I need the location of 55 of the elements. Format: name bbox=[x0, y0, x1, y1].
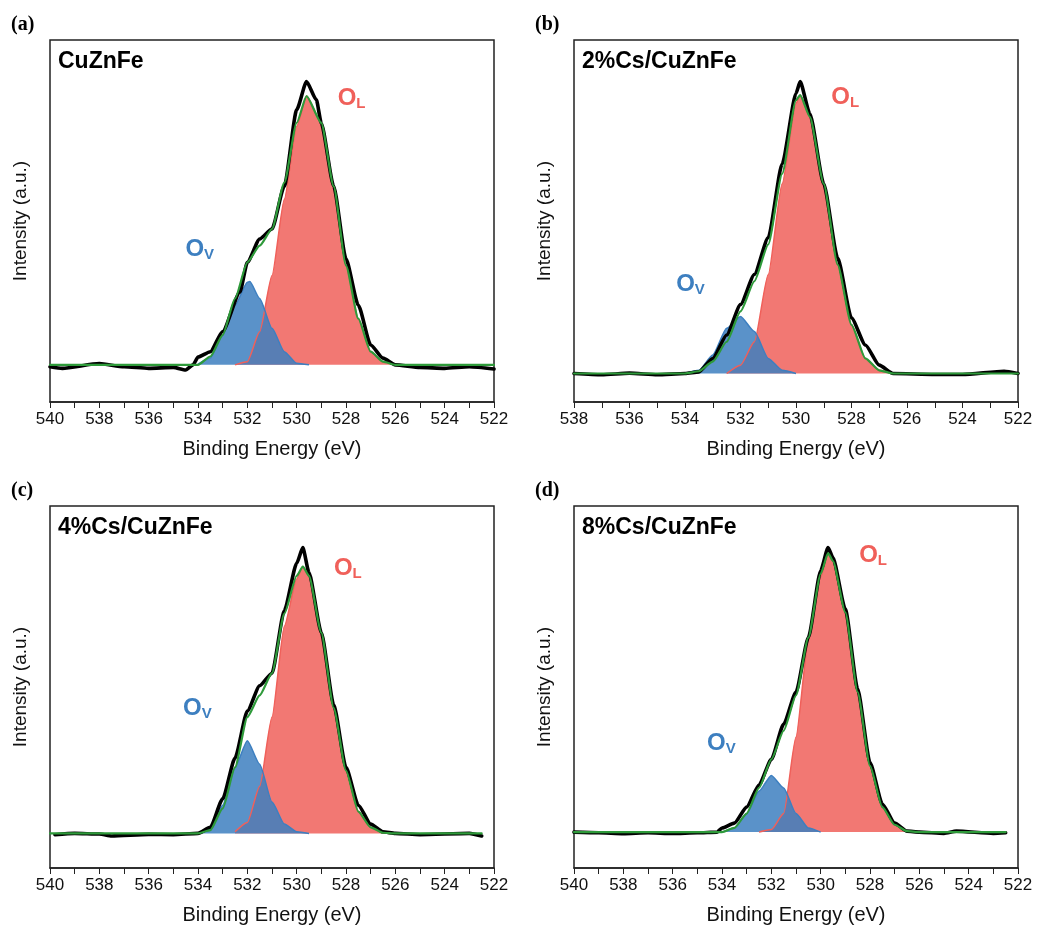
x-tick-label: 524 bbox=[430, 875, 459, 894]
x-tick-label: 526 bbox=[905, 875, 934, 894]
x-axis-title: Binding Energy (eV) bbox=[182, 437, 362, 459]
x-axis-title: Binding Energy (eV) bbox=[182, 903, 362, 925]
x-tick-label: 522 bbox=[479, 875, 509, 894]
x-tick-label: 530 bbox=[282, 409, 311, 428]
y-axis-title: Intensity (a.u.) bbox=[533, 160, 554, 282]
x-tick-label: 538 bbox=[85, 409, 114, 428]
x-axis-title: Binding Energy (eV) bbox=[706, 903, 886, 925]
x-tick-label: 540 bbox=[559, 875, 589, 894]
x-tick-label: 540 bbox=[35, 409, 65, 428]
text: 4%Cs/CuZnFe bbox=[58, 512, 213, 539]
text: 2%Cs/CuZnFe bbox=[582, 46, 737, 73]
x-tick-label: 536 bbox=[134, 409, 163, 428]
x-tick-label: 540 bbox=[35, 875, 65, 894]
x-tick-label: 532 bbox=[757, 875, 786, 894]
x-tick-label: 532 bbox=[233, 875, 262, 894]
x-tick-label: 524 bbox=[954, 875, 983, 894]
text: CuZnFe bbox=[58, 46, 144, 73]
chart-title: (d) bbox=[535, 478, 560, 501]
y-axis-title: Intensity (a.u.) bbox=[9, 160, 30, 282]
x-axis-title: Binding Energy (eV) bbox=[706, 437, 886, 459]
chart-title: (b) bbox=[535, 12, 560, 35]
x-tick-label: 528 bbox=[331, 409, 361, 428]
x-tick-label: 538 bbox=[609, 875, 638, 894]
x-tick-label: 538 bbox=[559, 409, 589, 428]
y-axis-title: Intensity (a.u.) bbox=[9, 626, 30, 748]
x-tick-label: 530 bbox=[781, 409, 811, 428]
x-tick-label: 538 bbox=[85, 875, 114, 894]
x-tick-label: 536 bbox=[134, 875, 163, 894]
chart-title: (a) bbox=[11, 12, 35, 35]
x-tick-label: 534 bbox=[183, 875, 213, 894]
x-tick-label: 532 bbox=[233, 409, 262, 428]
x-tick-label: 536 bbox=[658, 875, 687, 894]
x-tick-label: 530 bbox=[282, 875, 311, 894]
x-tick-label: 532 bbox=[726, 409, 755, 428]
x-tick-label: 534 bbox=[670, 409, 700, 428]
text: 8%Cs/CuZnFe bbox=[582, 512, 737, 539]
y-axis-title: Intensity (a.u.) bbox=[533, 626, 554, 748]
x-tick-label: 534 bbox=[183, 409, 213, 428]
x-tick-label: 528 bbox=[331, 875, 361, 894]
x-tick-label: 522 bbox=[1003, 409, 1033, 428]
x-tick-label: 522 bbox=[1003, 875, 1033, 894]
x-tick-label: 526 bbox=[381, 409, 410, 428]
x-tick-label: 524 bbox=[430, 409, 459, 428]
x-tick-label: 534 bbox=[707, 875, 737, 894]
x-tick-label: 536 bbox=[615, 409, 644, 428]
x-tick-label: 528 bbox=[837, 409, 866, 428]
chart-title: (c) bbox=[11, 478, 34, 501]
x-tick-label: 530 bbox=[806, 875, 835, 894]
x-tick-label: 524 bbox=[948, 409, 977, 428]
x-tick-label: 526 bbox=[892, 409, 922, 428]
x-tick-label: 522 bbox=[479, 409, 509, 428]
x-tick-label: 528 bbox=[855, 875, 885, 894]
x-tick-label: 526 bbox=[381, 875, 410, 894]
